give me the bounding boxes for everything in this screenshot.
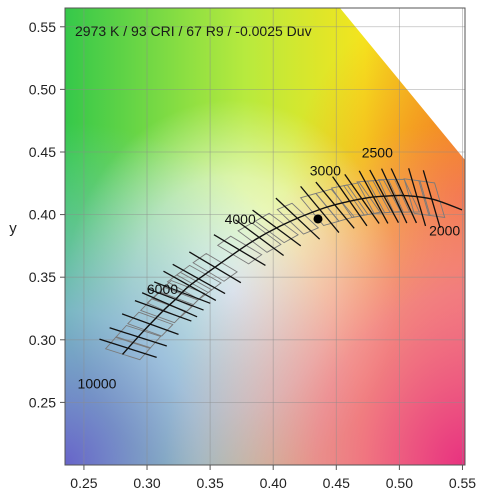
cct-labels: 10000 6000 4000 3000 2500 2000 [78, 144, 461, 391]
tolerance-box [237, 222, 282, 253]
tolerance-box [114, 324, 162, 349]
chart-title: 2973 K / 93 CRI / 67 R9 / -0.0025 Duv [75, 23, 312, 39]
tolerance-box [175, 264, 222, 294]
tolerance-box [216, 235, 263, 265]
y-axis-ticks: 0.25 0.30 0.35 0.40 0.45 0.50 0.55 [29, 19, 65, 410]
x-tick-label: 0.55 [449, 475, 476, 491]
color-background [65, 8, 465, 465]
tolerance-box [158, 279, 206, 306]
y-tick-label: 0.25 [29, 394, 56, 410]
measured-point [313, 214, 323, 224]
y-tick-label: 0.50 [29, 81, 56, 97]
tolerance-box [126, 311, 174, 337]
planckian-locus [121, 194, 463, 355]
grid-lines [65, 8, 465, 465]
tolerance-box [192, 252, 238, 282]
cct-label-4000: 4000 [225, 211, 256, 227]
tolerance-box [276, 202, 320, 235]
x-tick-label: 0.30 [133, 475, 160, 491]
y-tick-label: 0.40 [29, 207, 56, 223]
x-tick-label: 0.35 [196, 475, 223, 491]
tolerance-box [418, 180, 446, 219]
cct-label-2000: 2000 [429, 222, 460, 238]
x-tick-label: 0.45 [323, 475, 350, 491]
cct-label-3000: 3000 [310, 162, 341, 178]
tolerance-quadrangles [104, 178, 446, 361]
y-tick-label: 0.45 [29, 144, 56, 160]
cct-label-6000: 6000 [147, 281, 178, 297]
cct-label-2500: 2500 [362, 144, 393, 160]
plot-frame [64, 7, 466, 466]
tolerance-box [315, 188, 355, 222]
y-tick-label: 0.30 [29, 332, 56, 348]
y-axis-title: y [9, 220, 17, 237]
x-tick-label: 0.40 [260, 475, 287, 491]
x-tick-label: 0.25 [70, 475, 97, 491]
out-of-gamut-region [340, 8, 465, 160]
y-tick-label: 0.35 [29, 269, 56, 285]
tolerance-box [254, 212, 299, 244]
x-axis-ticks: 0.25 0.30 0.35 0.40 0.45 0.50 0.55 [70, 465, 476, 491]
cct-label-10000: 10000 [78, 375, 117, 391]
y-tick-label: 0.55 [29, 19, 56, 35]
x-tick-label: 0.50 [386, 475, 413, 491]
